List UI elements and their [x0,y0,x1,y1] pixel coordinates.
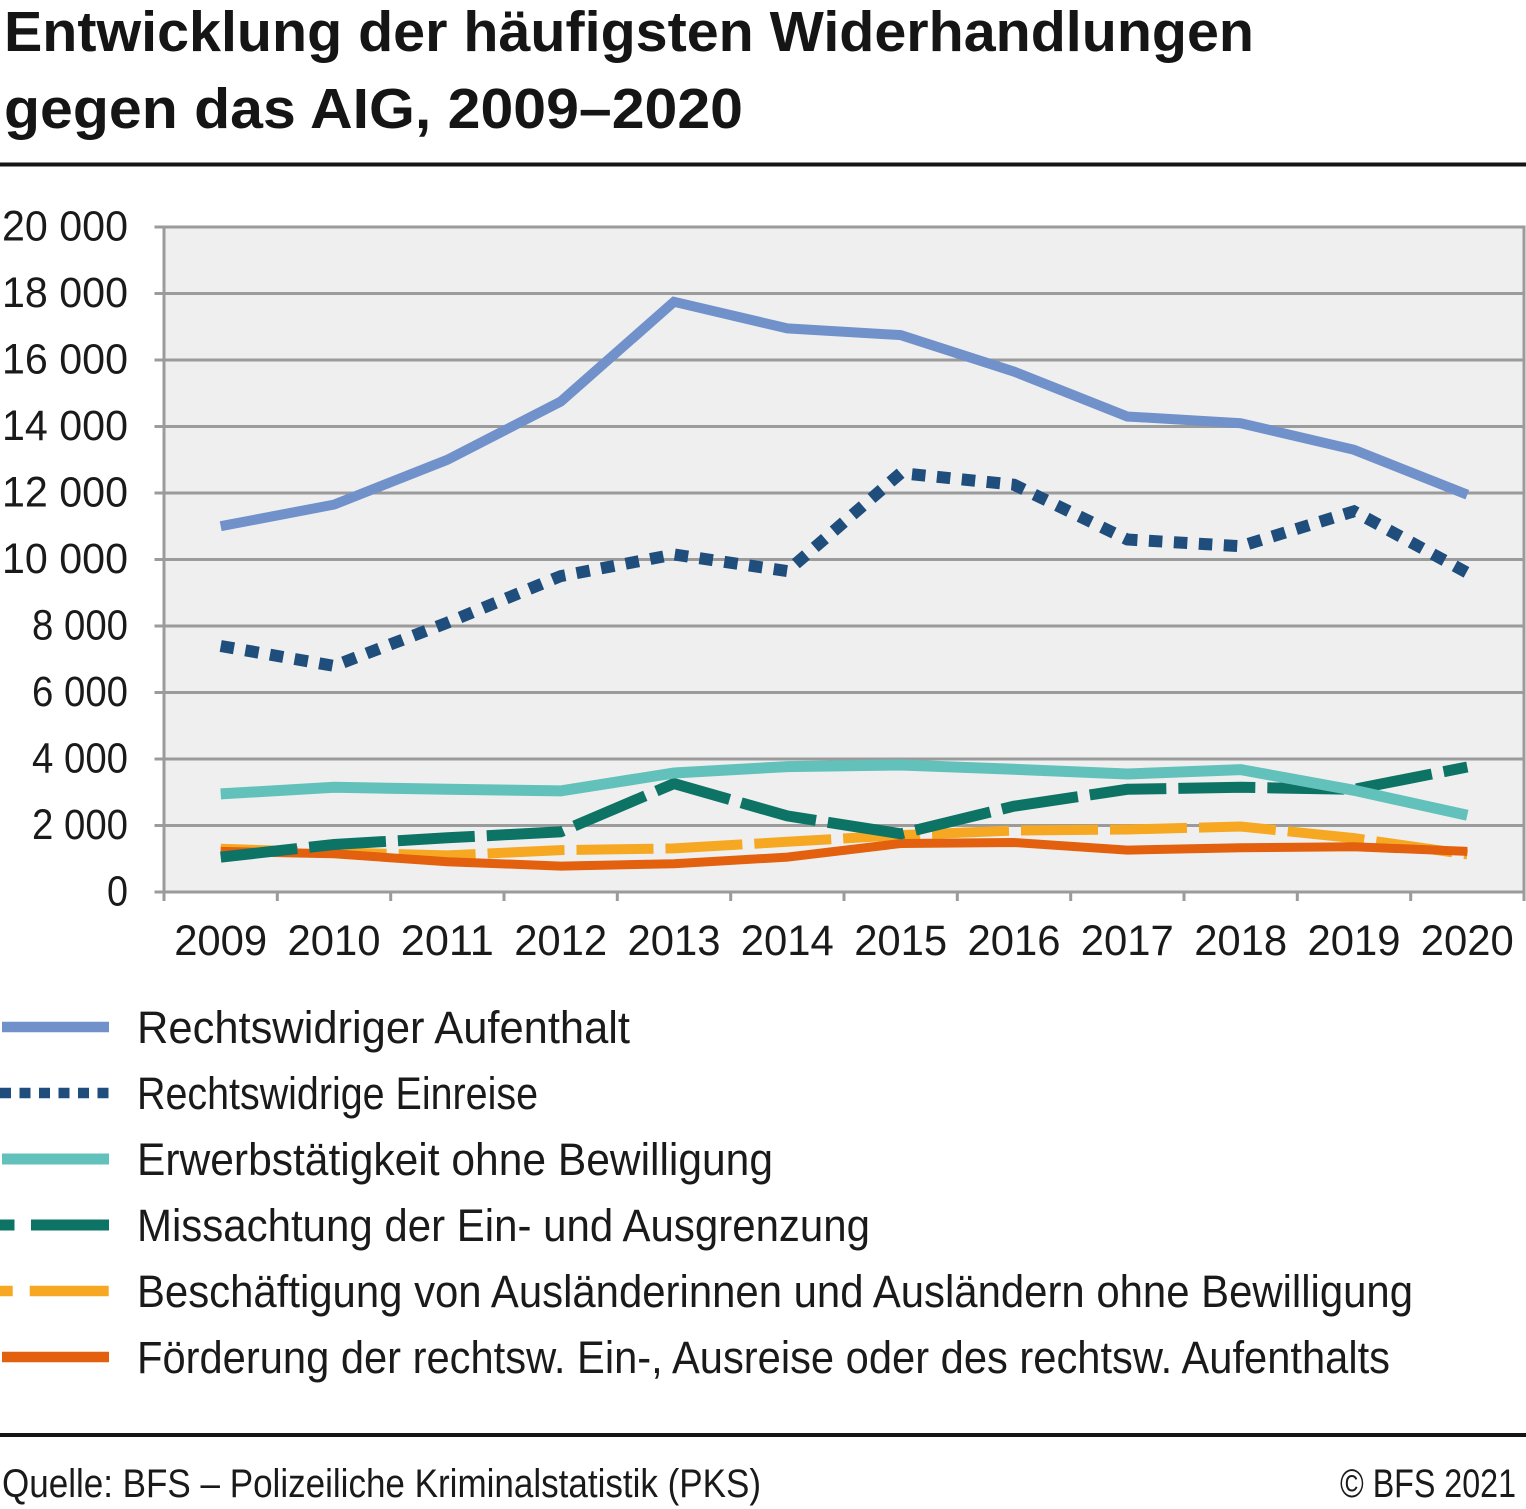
svg-text:16 000: 16 000 [2,336,128,384]
svg-text:Erwerbstätigkeit ohne Bewillig: Erwerbstätigkeit ohne Bewilligung [137,1134,773,1185]
svg-text:4 000: 4 000 [32,735,128,783]
svg-text:2011: 2011 [401,917,494,965]
svg-text:12 000: 12 000 [2,469,128,517]
svg-text:2020: 2020 [1421,917,1514,965]
svg-text:20 000: 20 000 [2,203,128,251]
svg-text:8 000: 8 000 [32,602,128,650]
svg-text:2017: 2017 [1081,917,1174,965]
svg-text:© BFS 2021: © BFS 2021 [1340,1462,1516,1506]
svg-text:6 000: 6 000 [32,668,128,716]
svg-text:18 000: 18 000 [2,269,128,317]
svg-text:2014: 2014 [741,917,834,965]
svg-text:10 000: 10 000 [2,535,128,583]
svg-text:2012: 2012 [514,917,607,965]
svg-text:2019: 2019 [1308,917,1401,965]
svg-text:Förderung der rechtsw. Ein-, A: Förderung der rechtsw. Ein-, Ausreise od… [137,1332,1390,1383]
svg-text:Rechtswidrige Einreise: Rechtswidrige Einreise [137,1068,538,1119]
svg-text:Missachtung der Ein- und Ausgr: Missachtung der Ein- und Ausgrenzung [137,1200,870,1251]
svg-text:0: 0 [107,868,128,916]
svg-text:Beschäftigung von Ausländerinn: Beschäftigung von Ausländerinnen und Aus… [137,1266,1413,1317]
svg-text:Rechtswidriger Aufenthalt: Rechtswidriger Aufenthalt [137,1002,630,1053]
svg-text:2013: 2013 [628,917,721,965]
svg-text:2 000: 2 000 [32,801,128,849]
svg-text:2015: 2015 [854,917,947,965]
svg-text:2010: 2010 [288,917,381,965]
svg-text:2016: 2016 [968,917,1061,965]
svg-text:Entwicklung der häufigsten Wid: Entwicklung der häufigsten Widerhandlung… [4,0,1254,64]
svg-text:gegen das AIG, 2009–2020: gegen das AIG, 2009–2020 [4,77,743,141]
svg-text:2018: 2018 [1194,917,1287,965]
svg-text:14 000: 14 000 [2,402,128,450]
svg-text:2009: 2009 [174,917,267,965]
svg-text:Quelle: BFS – Polizeiliche Kri: Quelle: BFS – Polizeiliche Kriminalstati… [2,1462,761,1506]
